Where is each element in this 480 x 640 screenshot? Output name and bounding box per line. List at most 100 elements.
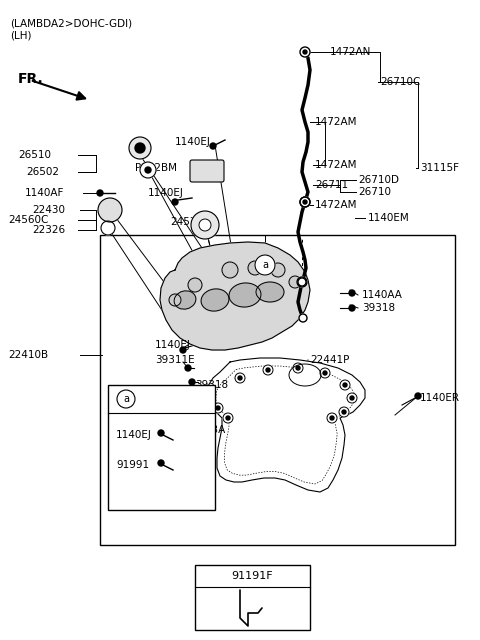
Circle shape: [135, 143, 145, 153]
Circle shape: [266, 368, 270, 372]
Text: (LH): (LH): [10, 30, 32, 40]
Circle shape: [145, 167, 151, 173]
Text: 39318: 39318: [195, 380, 228, 390]
Circle shape: [235, 373, 245, 383]
Polygon shape: [207, 358, 365, 492]
Circle shape: [340, 380, 350, 390]
Text: 91991: 91991: [116, 460, 149, 470]
Circle shape: [300, 197, 310, 207]
Ellipse shape: [256, 282, 284, 302]
Circle shape: [216, 406, 220, 410]
Text: 22410B: 22410B: [8, 350, 48, 360]
Text: 22453A: 22453A: [185, 425, 225, 435]
Circle shape: [140, 162, 156, 178]
Ellipse shape: [174, 291, 196, 309]
Circle shape: [199, 219, 211, 231]
Circle shape: [158, 460, 164, 466]
Circle shape: [191, 211, 219, 239]
Text: 22326: 22326: [32, 225, 65, 235]
Text: 26710C: 26710C: [380, 77, 420, 87]
Ellipse shape: [229, 283, 261, 307]
Circle shape: [117, 390, 135, 408]
Text: 1140EJ: 1140EJ: [148, 188, 184, 198]
Text: P302BM: P302BM: [135, 163, 177, 173]
Circle shape: [298, 278, 306, 286]
Circle shape: [185, 365, 191, 371]
Polygon shape: [160, 242, 310, 350]
Circle shape: [300, 47, 310, 57]
Bar: [100, 235, 455, 545]
Circle shape: [323, 371, 327, 375]
Text: 1472AM: 1472AM: [315, 200, 358, 210]
Circle shape: [303, 50, 307, 54]
Text: 91191F: 91191F: [232, 571, 273, 581]
FancyBboxPatch shape: [190, 160, 224, 182]
Circle shape: [223, 413, 233, 423]
Text: 1140AA: 1140AA: [362, 290, 403, 300]
Circle shape: [248, 261, 262, 275]
Circle shape: [189, 379, 195, 385]
Circle shape: [289, 276, 301, 288]
Circle shape: [339, 407, 349, 417]
Circle shape: [303, 200, 307, 204]
Circle shape: [97, 190, 103, 196]
Text: 22441P: 22441P: [310, 355, 349, 365]
Text: 1140EM: 1140EM: [368, 213, 410, 223]
Circle shape: [263, 365, 273, 375]
Bar: [195, 565, 310, 630]
Text: 24560C: 24560C: [8, 215, 48, 225]
Text: 1472AN: 1472AN: [330, 47, 372, 57]
Circle shape: [349, 305, 355, 311]
Circle shape: [98, 198, 122, 222]
Text: 39318: 39318: [362, 303, 395, 313]
Text: 1140ER: 1140ER: [420, 393, 460, 403]
Circle shape: [101, 221, 115, 235]
Circle shape: [330, 416, 334, 420]
Text: 1140EJ: 1140EJ: [155, 340, 191, 350]
Text: 26510: 26510: [18, 150, 51, 160]
Text: 1472AM: 1472AM: [315, 117, 358, 127]
Text: 26710D: 26710D: [358, 175, 399, 185]
Text: 1140AF: 1140AF: [25, 188, 64, 198]
Text: 26710: 26710: [358, 187, 391, 197]
Circle shape: [255, 255, 275, 275]
Circle shape: [299, 314, 307, 322]
Text: a: a: [262, 260, 268, 270]
Circle shape: [238, 376, 242, 380]
Ellipse shape: [201, 289, 229, 311]
Circle shape: [342, 410, 346, 414]
Circle shape: [300, 197, 310, 207]
Circle shape: [343, 383, 347, 387]
Text: 31115F: 31115F: [420, 163, 459, 173]
Text: 22430: 22430: [32, 205, 65, 215]
Ellipse shape: [289, 364, 321, 386]
Circle shape: [271, 263, 285, 277]
Bar: [108, 385, 215, 510]
Circle shape: [327, 413, 337, 423]
Circle shape: [213, 403, 223, 413]
Circle shape: [222, 262, 238, 278]
Text: 1140EJ: 1140EJ: [175, 137, 211, 147]
Circle shape: [172, 199, 178, 205]
Circle shape: [180, 347, 186, 353]
Text: (LAMBDA2>DOHC-GDI): (LAMBDA2>DOHC-GDI): [10, 18, 132, 28]
Circle shape: [320, 368, 330, 378]
Text: a: a: [123, 394, 129, 404]
Circle shape: [347, 393, 357, 403]
Text: 26502: 26502: [26, 167, 59, 177]
Text: 1472AM: 1472AM: [315, 160, 358, 170]
Circle shape: [169, 294, 181, 306]
Circle shape: [415, 393, 421, 399]
Text: 26711: 26711: [315, 180, 348, 190]
Text: 24570A: 24570A: [170, 217, 210, 227]
Circle shape: [226, 416, 230, 420]
Circle shape: [158, 430, 164, 436]
Circle shape: [296, 366, 300, 370]
Text: 39311E: 39311E: [155, 355, 194, 365]
Text: FR.: FR.: [18, 72, 44, 86]
Circle shape: [188, 278, 202, 292]
Circle shape: [129, 137, 151, 159]
Circle shape: [350, 396, 354, 400]
Text: 1140EJ: 1140EJ: [116, 430, 152, 440]
Circle shape: [293, 363, 303, 373]
